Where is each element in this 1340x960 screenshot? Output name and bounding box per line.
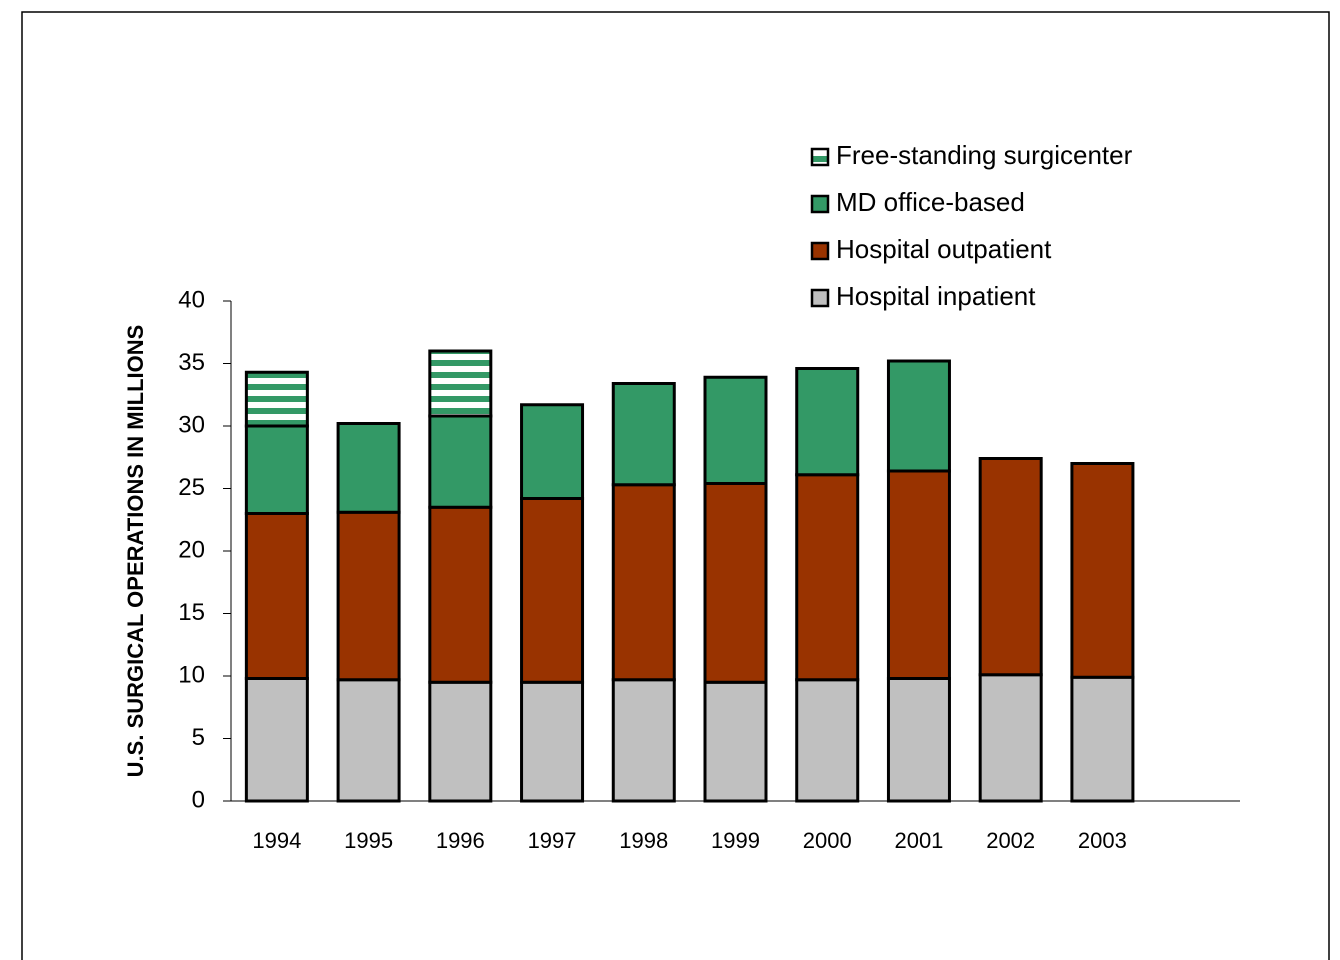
x-tick-label: 1996 — [436, 828, 485, 853]
bar-segment — [978, 457, 1043, 677]
x-tick-label: 2001 — [894, 828, 943, 853]
bar-segment — [244, 512, 309, 680]
bar-segment — [795, 367, 860, 477]
y-tick-label: 35 — [178, 349, 205, 376]
bar-segment — [520, 680, 585, 803]
bar-segment — [978, 673, 1043, 803]
y-axis-title: U.S. SURGICAL OPERATIONS IN MILLIONS — [123, 325, 148, 778]
bar-segment — [1070, 675, 1135, 803]
legend-label: Hospital outpatient — [836, 234, 1052, 264]
x-tick-label: 2000 — [803, 828, 852, 853]
bar-segment — [886, 359, 951, 473]
chart-frame — [21, 11, 1330, 960]
y-tick-label: 10 — [178, 661, 205, 688]
y-tick-label: 15 — [178, 599, 205, 626]
bar-segment — [428, 505, 493, 684]
bar-segment — [703, 680, 768, 803]
y-tick-label: 30 — [178, 411, 205, 438]
bar-segment — [428, 414, 493, 509]
legend-swatch — [810, 194, 830, 214]
x-tick-label: 1995 — [344, 828, 393, 853]
legend-label: Free-standing surgicenter — [836, 140, 1133, 170]
legend-swatch — [810, 288, 830, 308]
x-tick-label: 1997 — [528, 828, 577, 853]
legend-swatch — [810, 147, 830, 167]
y-tick-label: 20 — [178, 536, 205, 563]
bar-segment — [520, 403, 585, 500]
legend-swatch — [810, 241, 830, 261]
legend-label: MD office-based — [836, 187, 1025, 217]
bar-segment — [886, 469, 951, 680]
bar-segment — [428, 680, 493, 803]
bar-segment — [703, 482, 768, 684]
bar-segment — [428, 349, 493, 418]
bar-segment — [244, 677, 309, 803]
y-tick-label: 0 — [192, 786, 205, 813]
y-tick-label: 40 — [178, 286, 205, 313]
bar-segment — [795, 473, 860, 682]
y-tick-label: 5 — [192, 724, 205, 751]
bar-segment — [520, 497, 585, 684]
bar-segment — [703, 375, 768, 485]
x-tick-label: 2003 — [1078, 828, 1127, 853]
legend-label: Hospital inpatient — [836, 281, 1036, 311]
x-tick-label: 1998 — [619, 828, 668, 853]
y-tick-label: 25 — [178, 474, 205, 501]
bar-segment — [886, 677, 951, 803]
bar-segment — [611, 483, 676, 682]
bar-segment — [795, 678, 860, 803]
x-tick-label: 2002 — [986, 828, 1035, 853]
x-tick-label: 1994 — [252, 828, 301, 853]
bar-segment — [244, 370, 309, 428]
x-tick-label: 1999 — [711, 828, 760, 853]
bar-segment — [611, 678, 676, 803]
bar-segment — [244, 424, 309, 515]
bar-segment — [336, 422, 401, 514]
bar-segment — [336, 510, 401, 682]
bar-segment — [336, 678, 401, 803]
bar-segment — [1070, 462, 1135, 679]
bar-segment — [611, 382, 676, 487]
